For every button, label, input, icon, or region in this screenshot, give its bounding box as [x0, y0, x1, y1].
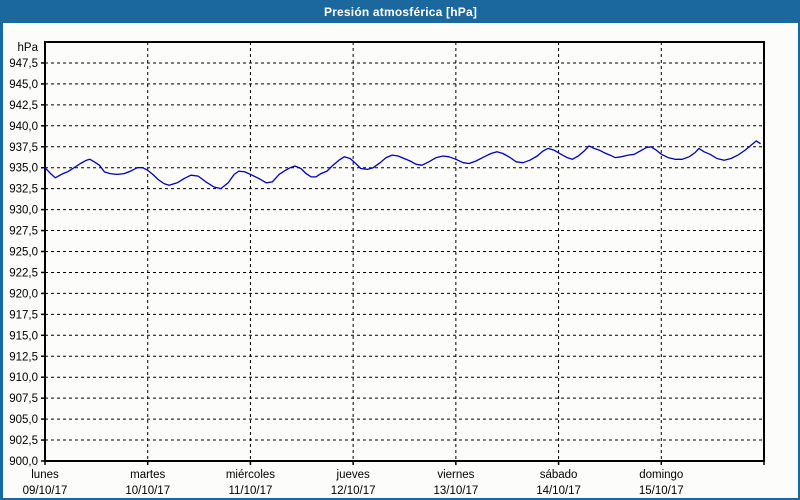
y-axis-tick-label: 932,5 [9, 184, 38, 196]
x-axis-date-label: 13/10/17 [433, 485, 478, 497]
y-axis-tick-label: 942,5 [9, 100, 38, 112]
x-axis-date-label: 14/10/17 [536, 485, 581, 497]
y-axis-tick-label: 917,5 [9, 309, 38, 321]
y-axis-tick-label: 920,0 [9, 288, 38, 300]
plot-border [44, 41, 765, 462]
y-axis-tick-label: 927,5 [9, 226, 38, 238]
page-title: Presión atmosférica [hPa] [323, 5, 478, 19]
y-axis-tick-label: 915,0 [9, 330, 38, 342]
x-axis-date-label: 15/10/17 [639, 485, 684, 497]
x-axis-day-label: martes [130, 469, 165, 481]
y-axis-tick-label: 937,5 [9, 142, 38, 154]
x-axis-day-label: viernes [437, 469, 474, 481]
x-axis-day-label: domingo [639, 469, 683, 481]
y-axis-tick-label: 925,0 [9, 247, 38, 259]
x-axis-date-label: 12/10/17 [331, 485, 376, 497]
pressure-line [44, 140, 761, 190]
y-axis-tick-label: 902,5 [9, 435, 38, 447]
x-axis-day-label: lunes [31, 469, 59, 481]
y-axis-tick-label: 910,0 [9, 372, 38, 384]
x-axis-day-label: miércoles [226, 469, 275, 481]
y-axis-tick-label: 905,0 [9, 414, 38, 426]
y-axis-tick-label: 900,0 [9, 456, 38, 468]
x-axis-date-label: 11/10/17 [228, 485, 272, 497]
pressure-chart: 947,5 945,0 942,5 940,0 937,5 935,0 932,5 930,0… [9, 41, 765, 497]
y-axis-tick-label: 912,5 [9, 351, 38, 363]
y-axis-tick-label: 947,5 [9, 58, 38, 70]
y-axis-tick-label: 945,0 [9, 79, 38, 91]
y-axis-tick-label: 907,5 [9, 393, 38, 405]
y-axis-tick-label: 935,0 [9, 163, 38, 175]
y-axis-tick-label: 930,0 [9, 205, 38, 217]
x-axis-day-label: jueves [336, 469, 370, 481]
y-axis-unit-label: hPa [18, 42, 39, 54]
y-axis-tick-label: 940,0 [9, 121, 38, 133]
x-axis-day-label: sábado [540, 469, 578, 481]
y-axis-tick-label: 922,5 [9, 267, 38, 279]
x-axis-date-label: 10/10/17 [125, 485, 170, 497]
title-bar: Presión atmosférica [hPa] [3, 2, 798, 23]
x-axis-date-label: 09/10/17 [23, 485, 68, 497]
